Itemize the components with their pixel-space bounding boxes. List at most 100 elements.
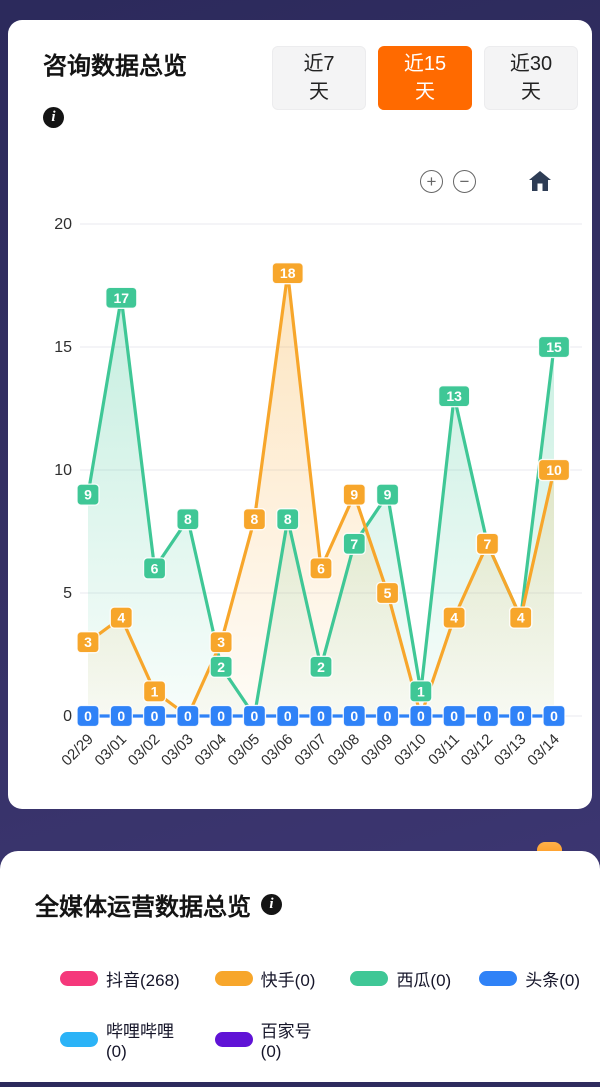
data-label-badge-blue [109,704,133,728]
x-axis-label: 02/29 [58,731,97,770]
data-label-badge-green [142,557,167,580]
data-label-badge-orange [537,458,571,482]
data-label-value: 0 [217,708,225,724]
data-label-value: 5 [384,585,392,601]
legend-item-douyin[interactable]: 抖音(268) [60,966,187,991]
data-label-value: 1 [417,683,425,699]
data-label-badge-blue [475,704,500,728]
data-label-badge-blue [509,704,533,728]
x-axis-label: 03/08 [325,731,364,770]
data-label-badge-orange [309,557,333,580]
data-label-badge-orange [475,532,500,555]
data-label-badge-orange [76,631,100,654]
data-label-badge-green [309,655,333,678]
data-label-value: 2 [217,659,225,675]
legend-label: 快手(0) [260,971,316,990]
data-label-value: 0 [251,708,259,724]
media-overview-card: 全媒体运营数据总览 i 抖音(268) 快手(0) 西瓜(0) 头条(0) 哔哩哔哩(0… [0,851,600,1082]
tab-label: 近30天 [509,53,553,103]
data-label-badge-green [76,483,100,506]
data-label-value: 3 [217,634,225,650]
tab-label: 近15天 [403,53,447,103]
zoom-out-icon[interactable]: − [453,170,476,193]
consultation-title: 咨询数据总览 [43,53,187,80]
tab-label: 近7天 [303,53,335,103]
line-chart[interactable]: 0 5 10 15 20 02/29 03/01 03/02 03/03 03/04 03/05 03… [16,208,584,795]
zoom-in-icon[interactable]: + [420,170,443,193]
legend-item-toutiao[interactable]: 头条(0) [479,966,580,991]
media-overview-title-row: 全媒体运营数据总览 i [35,887,600,922]
data-label-badge-orange [142,680,167,703]
time-range-tabs: 近7天 近15天 近30天 [272,46,578,110]
data-label-value: 0 [550,708,558,724]
tab-last-30-days[interactable]: 近30天 [484,46,578,110]
data-label-badge-orange [271,262,304,285]
data-label-value: 0 [151,708,159,724]
tab-last-7-days[interactable]: 近7天 [272,46,366,110]
data-label-value: 0 [417,708,425,724]
data-label-badge-blue [276,704,300,728]
data-label-badge-orange [342,483,366,506]
legend-swatch-xigua [350,971,389,986]
legend-item-xigua[interactable]: 西瓜(0) [350,966,451,991]
data-label-value: 0 [350,708,358,724]
chart-toolbar: + − [16,170,584,198]
legend-swatch-toutiao [479,971,518,986]
data-label-value: 0 [450,708,458,724]
data-label-badge-green [375,483,400,506]
data-label-value: 8 [251,511,259,527]
x-axis-label: 03/04 [191,731,230,770]
data-label-badge-green [209,655,233,678]
data-label-value: 9 [84,487,92,503]
legend-label: 百家号(0) [260,1022,312,1061]
data-label-badge-blue [542,704,566,728]
x-axis-label: 03/05 [225,731,264,770]
legend-item-kuaishou[interactable]: 快手(0) [214,966,323,991]
legend-swatch-douyin [60,971,98,986]
platform-legend: 抖音(268) 快手(0) 西瓜(0) 头条(0) 哔哩哔哩(0) 百家号(0) [60,966,580,1062]
x-axis-label: 03/10 [391,731,430,770]
data-label-value: 10 [546,462,562,478]
x-axis-label: 03/03 [158,731,197,770]
data-label-badge-green [176,508,200,531]
data-label-value: 0 [184,708,192,724]
info-icon[interactable]: i [261,894,282,915]
data-label-badge-blue [76,704,100,728]
data-label-value: 6 [317,560,325,576]
data-label-badge-green [105,286,138,309]
legend-item-bilibili[interactable]: 哔哩哔哩(0) [60,1017,187,1062]
y-axis-label: 10 [54,462,72,479]
data-label-badge-blue [375,704,400,728]
data-label-value: 7 [484,536,492,552]
data-label-value: 0 [517,708,525,724]
data-label-badge-green [342,532,366,555]
chart-svg[interactable]: 0510152002/2903/0103/0203/0303/0403/0503… [16,208,584,790]
x-axis-label: 03/07 [291,731,330,770]
data-label-badge-blue [409,704,433,728]
legend-label: 头条(0) [525,971,580,990]
y-axis-label: 15 [54,339,72,356]
x-axis-label: 03/13 [491,731,530,770]
data-label-value: 9 [350,487,358,503]
data-label-value: 0 [284,708,292,724]
info-icon[interactable]: i [43,107,64,128]
tab-last-15-days[interactable]: 近15天 [378,46,472,110]
legend-swatch-bilibili [60,1032,98,1047]
data-label-badge-orange [209,631,233,654]
x-axis-label: 03/06 [258,731,297,770]
data-label-value: 6 [151,560,159,576]
data-label-value: 2 [317,659,325,675]
data-label-value: 8 [184,511,192,527]
home-icon[interactable] [528,170,552,195]
legend-item-baijiahao[interactable]: 百家号(0) [214,1017,323,1062]
data-label-value: 17 [113,290,129,306]
series-area-green [88,297,554,716]
y-axis-label: 5 [63,585,72,602]
data-label-badge-blue [309,704,333,728]
media-overview-title: 全媒体运营数据总览 [35,894,251,921]
legend-swatch-kuaishou [214,971,253,986]
data-label-badge-blue [342,704,366,728]
x-axis-label: 03/12 [458,731,497,770]
consultation-header: 咨询数据总览 i 近7天 近15天 近30天 [16,46,584,128]
x-axis-label: 03/11 [425,731,463,769]
